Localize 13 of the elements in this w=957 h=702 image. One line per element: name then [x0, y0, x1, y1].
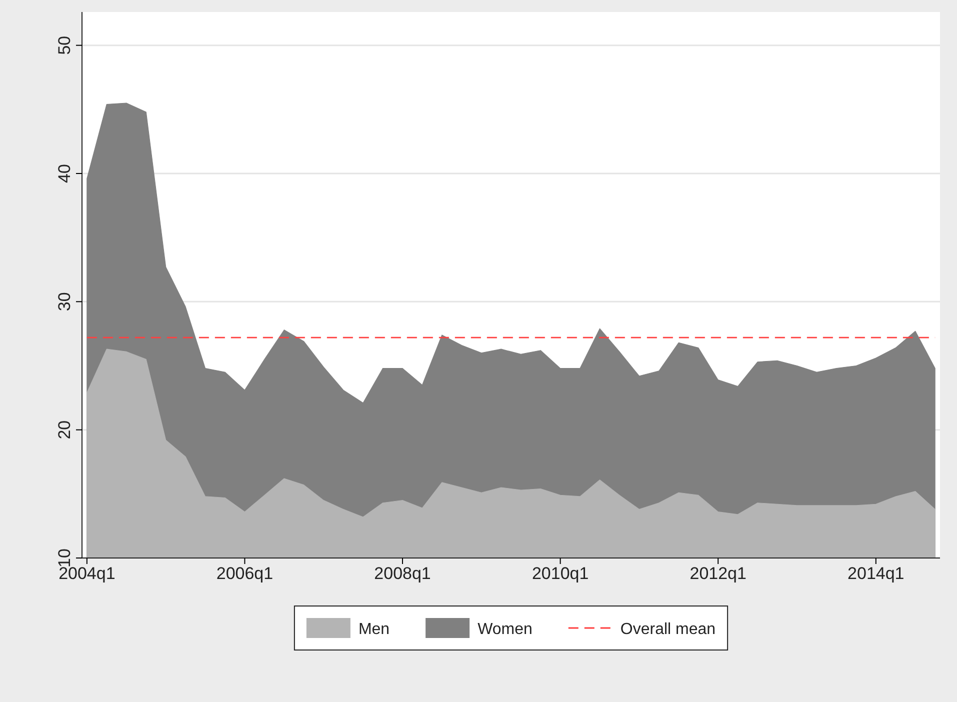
x-tick-label: 2012q1	[690, 564, 746, 584]
y-tick-label: 20	[55, 420, 74, 440]
y-tick-label: 10	[55, 548, 74, 568]
x-tick-label: 2008q1	[374, 564, 431, 584]
legend-label: Men	[358, 621, 390, 638]
y-tick-label: 30	[55, 292, 74, 312]
x-tick-label: 2010q1	[532, 564, 589, 584]
y-tick-label: 50	[55, 36, 74, 55]
x-tick-label: 2006q1	[216, 564, 274, 584]
legend-label: Overall mean	[620, 621, 716, 638]
y-tick-label: 40	[55, 164, 74, 183]
legend-label: Women	[478, 621, 532, 638]
x-tick-label: 2014q1	[848, 564, 904, 584]
